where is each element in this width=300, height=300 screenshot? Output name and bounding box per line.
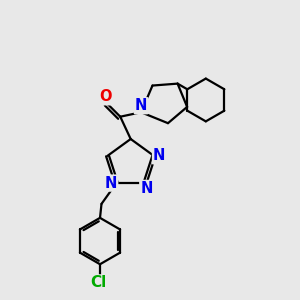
- Text: Cl: Cl: [90, 275, 106, 290]
- Text: N: N: [135, 98, 147, 113]
- Text: N: N: [105, 176, 117, 190]
- Text: N: N: [153, 148, 165, 163]
- Text: N: N: [140, 181, 153, 196]
- Text: O: O: [99, 89, 112, 104]
